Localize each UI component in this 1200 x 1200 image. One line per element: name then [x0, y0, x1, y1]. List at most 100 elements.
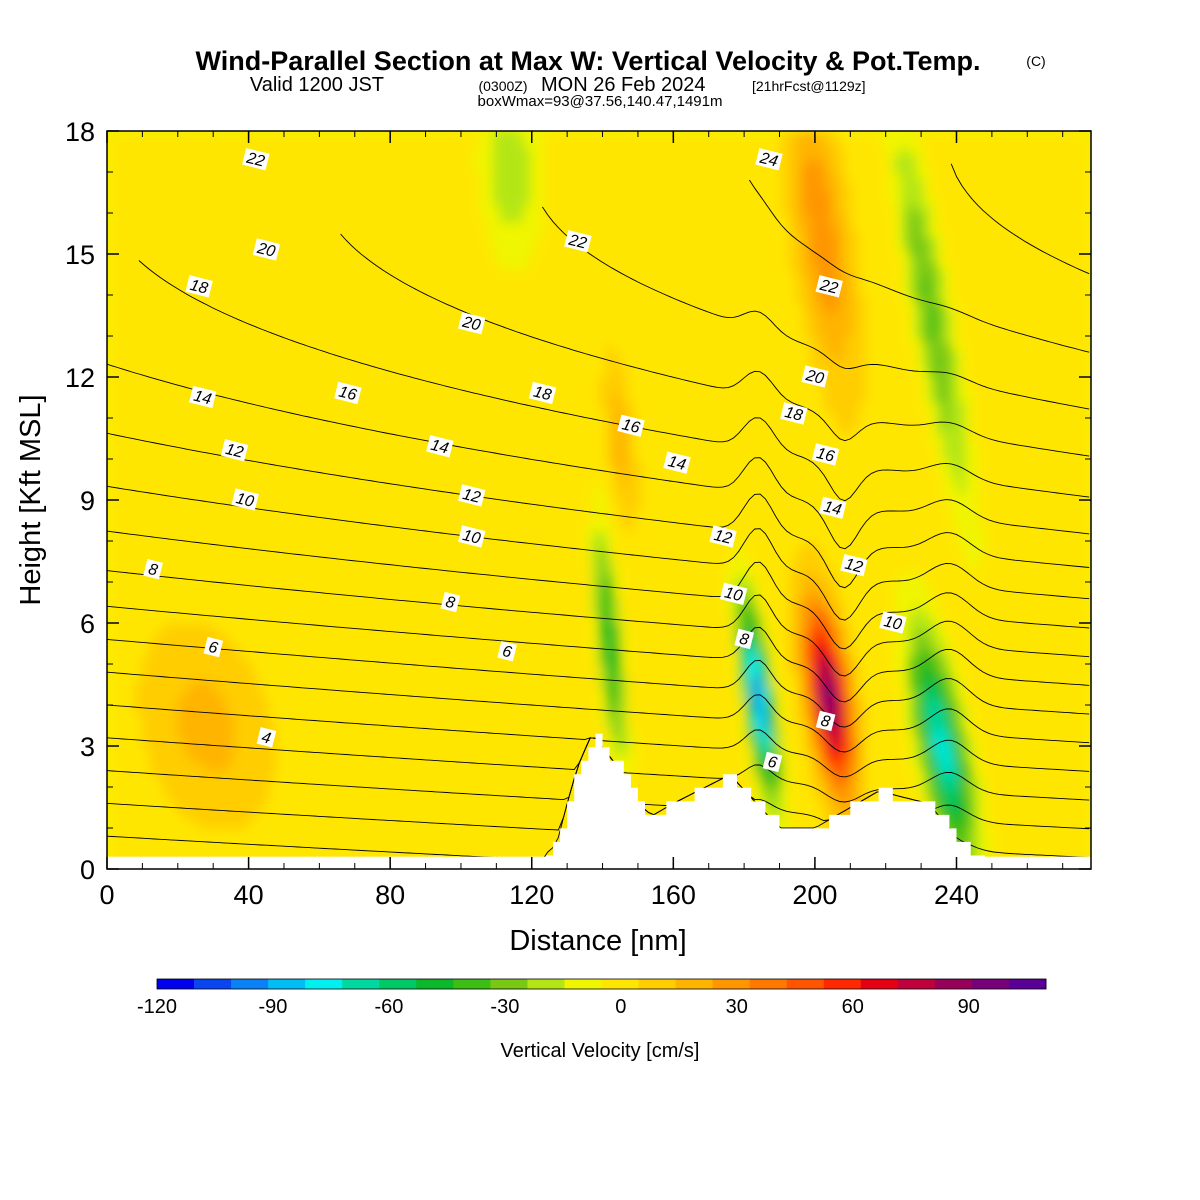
velocity-cell: [142, 213, 150, 222]
velocity-cell: [493, 762, 502, 772]
velocity-cell: [338, 557, 347, 567]
velocity-cell: [170, 204, 179, 214]
velocity-cell: [156, 483, 165, 493]
velocity-cell: [226, 524, 235, 534]
velocity-cell: [114, 475, 122, 485]
velocity-cell: [437, 623, 446, 632]
velocity-cell: [107, 270, 115, 280]
velocity-cell: [282, 655, 291, 665]
velocity-cell: [198, 459, 207, 468]
velocity-cell: [465, 459, 474, 468]
velocity-cell: [409, 795, 418, 805]
velocity-cell: [324, 573, 333, 583]
velocity-cell: [240, 590, 249, 600]
velocity-cell: [170, 229, 179, 239]
velocity-cell: [163, 237, 172, 247]
velocity-cell: [479, 680, 488, 690]
velocity-cell: [353, 516, 361, 526]
velocity-cell: [142, 532, 150, 542]
velocity-cell: [184, 541, 193, 550]
velocity-cell: [275, 557, 284, 567]
velocity-cell: [261, 418, 270, 427]
velocity-cell: [458, 278, 467, 288]
velocity-cell: [128, 803, 136, 813]
velocity-cell: [303, 606, 312, 616]
velocity-cell: [205, 623, 214, 632]
velocity-cell: [395, 500, 403, 509]
velocity-cell: [240, 368, 249, 378]
velocity-cell: [423, 721, 432, 731]
velocity-cell: [338, 155, 347, 165]
velocity-cell: [107, 614, 115, 624]
velocity-cell: [338, 270, 347, 280]
velocity-cell: [479, 450, 488, 460]
velocity-cell: [275, 729, 284, 739]
velocity-cell: [423, 172, 432, 181]
velocity-cell: [345, 196, 354, 206]
velocity-cell: [423, 836, 432, 846]
velocity-cell: [395, 811, 403, 821]
velocity-cell: [465, 672, 474, 682]
velocity-cell: [395, 664, 403, 673]
velocity-cell: [247, 705, 256, 714]
velocity-cell: [451, 655, 460, 665]
velocity-cell: [170, 795, 179, 805]
velocity-cell: [374, 795, 382, 805]
velocity-cell: [296, 319, 305, 329]
velocity-cell: [163, 467, 172, 477]
velocity-cell: [451, 188, 460, 198]
velocity-cell: [135, 729, 143, 739]
velocity-cell: [205, 754, 214, 764]
velocity-cell: [205, 303, 214, 313]
velocity-cell: [430, 582, 439, 591]
velocity-cell: [367, 295, 375, 304]
velocity-cell: [324, 163, 333, 173]
velocity-cell: [317, 418, 326, 427]
velocity-cell: [353, 262, 361, 272]
velocity-cell: [338, 565, 347, 575]
velocity-cell: [268, 213, 277, 222]
velocity-cell: [156, 401, 165, 411]
velocity-cell: [437, 762, 446, 772]
velocity-cell: [191, 491, 200, 501]
velocity-cell: [198, 418, 207, 427]
velocity-cell: [416, 393, 425, 403]
velocity-cell: [437, 705, 446, 714]
velocity-cell: [226, 401, 235, 411]
velocity-cell: [177, 393, 186, 403]
velocity-cell: [184, 409, 193, 419]
velocity-cell: [493, 368, 502, 378]
velocity-cell: [458, 729, 467, 739]
velocity-cell: [177, 532, 186, 542]
velocity-cell: [338, 705, 347, 714]
velocity-cell: [142, 803, 150, 813]
velocity-cell: [317, 582, 326, 591]
velocity-cell: [331, 131, 340, 140]
velocity-cell: [416, 737, 425, 747]
velocity-cell: [114, 672, 122, 682]
velocity-cell: [367, 614, 375, 624]
velocity-cell: [472, 844, 481, 854]
velocity-cell: [135, 229, 143, 239]
velocity-cell: [184, 393, 193, 403]
velocity-cell: [374, 500, 382, 509]
velocity-cell: [338, 647, 347, 657]
velocity-cell: [247, 787, 256, 796]
velocity-cell: [331, 828, 340, 837]
velocity-cell: [423, 139, 432, 149]
velocity-cell: [128, 778, 136, 788]
velocity-cell: [317, 819, 326, 829]
velocity-cell: [388, 221, 396, 231]
velocity-cell: [205, 500, 214, 509]
velocity-cell: [437, 352, 446, 362]
velocity-cell: [289, 147, 298, 157]
velocity-cell: [247, 286, 256, 296]
velocity-cell: [444, 795, 453, 805]
velocity-cell: [310, 262, 319, 272]
velocity-cell: [345, 450, 354, 460]
velocity-cell: [423, 319, 432, 329]
velocity-cell: [409, 385, 418, 395]
velocity-cell: [353, 278, 361, 288]
velocity-cell: [247, 278, 256, 288]
velocity-cell: [303, 672, 312, 682]
